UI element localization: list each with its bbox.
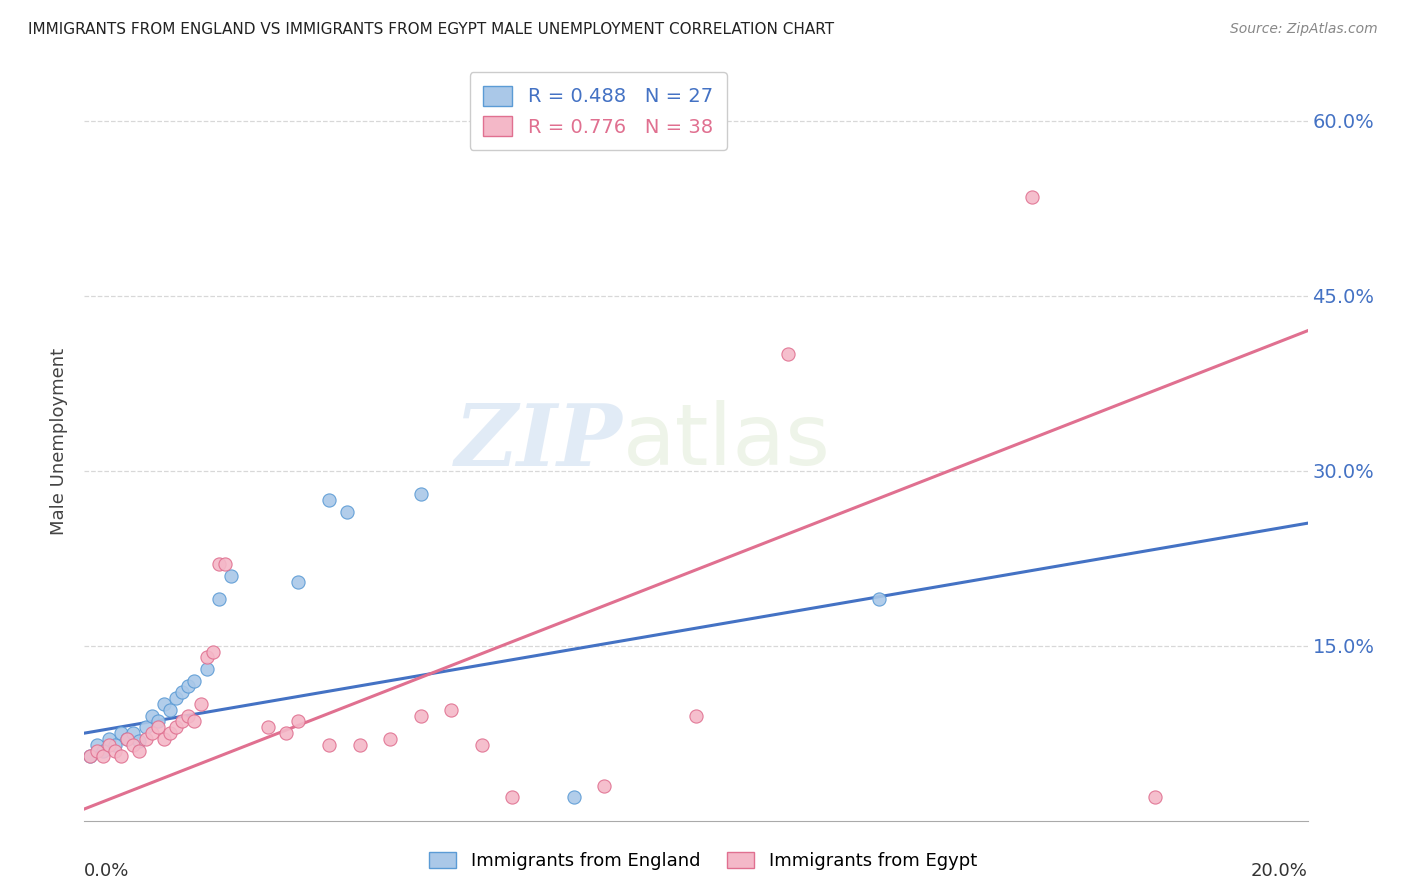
Point [110, 749, 132, 764]
Point [122, 726, 145, 740]
Point [318, 492, 340, 507]
Text: ZIP: ZIP [454, 400, 623, 483]
Point [115, 731, 138, 746]
Point [287, 574, 309, 589]
Point [91, 749, 114, 764]
Point [685, 708, 707, 723]
Point [183, 673, 205, 688]
Point [409, 487, 432, 501]
Y-axis label: Male Unemployment: Male Unemployment [51, 348, 69, 535]
Point [110, 726, 132, 740]
Point [165, 720, 187, 734]
Point [86, 738, 108, 752]
Point [172, 685, 194, 699]
Point [776, 347, 799, 361]
Point [869, 592, 891, 607]
Point [1143, 790, 1166, 805]
Point [153, 697, 176, 711]
Point [177, 708, 200, 723]
Point [141, 708, 163, 723]
Point [219, 568, 242, 582]
Point [86, 744, 108, 758]
Point [214, 557, 236, 571]
Point [195, 662, 218, 676]
Point [153, 731, 176, 746]
Point [208, 592, 231, 607]
Point [502, 790, 524, 805]
Point [79, 749, 101, 764]
Point [91, 744, 114, 758]
Point [593, 779, 616, 793]
Point [409, 708, 432, 723]
Point [79, 749, 101, 764]
Point [97, 738, 120, 752]
Point [97, 731, 120, 746]
Point [190, 697, 212, 711]
Point [471, 738, 494, 752]
Point [562, 790, 585, 805]
Point [287, 714, 309, 729]
Point [115, 731, 138, 746]
Point [128, 744, 150, 758]
Point [257, 720, 280, 734]
Point [318, 738, 340, 752]
Point [349, 738, 371, 752]
Point [104, 744, 127, 758]
Point [135, 720, 157, 734]
Point [440, 703, 463, 717]
Point [201, 644, 224, 658]
Point [135, 731, 157, 746]
Point [276, 726, 298, 740]
Text: atlas: atlas [623, 400, 831, 483]
Point [195, 650, 218, 665]
Point [146, 720, 169, 734]
Point [104, 738, 127, 752]
Point [159, 726, 181, 740]
Point [172, 714, 194, 729]
Text: 20.0%: 20.0% [1251, 863, 1308, 880]
Text: IMMIGRANTS FROM ENGLAND VS IMMIGRANTS FROM EGYPT MALE UNEMPLOYMENT CORRELATION C: IMMIGRANTS FROM ENGLAND VS IMMIGRANTS FR… [28, 22, 834, 37]
Point [128, 734, 150, 748]
Legend: Immigrants from England, Immigrants from Egypt: Immigrants from England, Immigrants from… [422, 845, 984, 878]
Legend: R = 0.488   N = 27, R = 0.776   N = 38: R = 0.488 N = 27, R = 0.776 N = 38 [470, 72, 727, 150]
Text: 0.0%: 0.0% [84, 863, 129, 880]
Point [183, 714, 205, 729]
Point [146, 714, 169, 729]
Point [177, 680, 200, 694]
Point [208, 557, 231, 571]
Point [122, 738, 145, 752]
Text: Source: ZipAtlas.com: Source: ZipAtlas.com [1230, 22, 1378, 37]
Point [380, 731, 402, 746]
Point [159, 703, 181, 717]
Point [1021, 189, 1043, 203]
Point [165, 691, 187, 706]
Point [141, 726, 163, 740]
Point [336, 504, 359, 518]
